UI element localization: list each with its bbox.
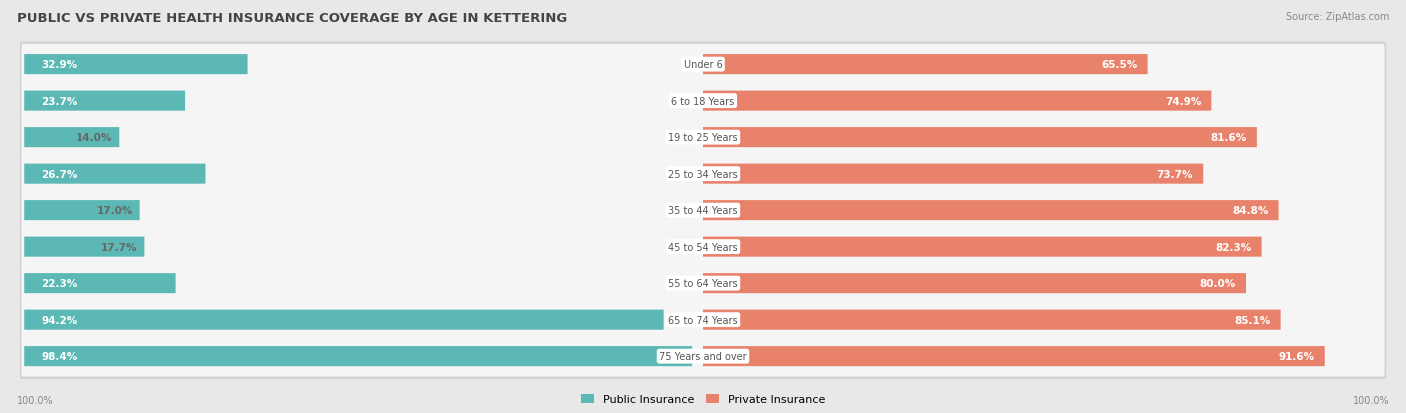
- FancyBboxPatch shape: [24, 91, 186, 112]
- FancyBboxPatch shape: [21, 190, 1385, 231]
- FancyBboxPatch shape: [21, 263, 1385, 304]
- FancyBboxPatch shape: [703, 237, 1261, 257]
- Text: 65.5%: 65.5%: [1101, 60, 1137, 70]
- FancyBboxPatch shape: [24, 237, 145, 257]
- FancyBboxPatch shape: [24, 346, 692, 366]
- FancyBboxPatch shape: [703, 346, 1324, 366]
- FancyBboxPatch shape: [24, 128, 120, 148]
- Text: 94.2%: 94.2%: [41, 315, 77, 325]
- FancyBboxPatch shape: [24, 164, 205, 184]
- Text: 25 to 34 Years: 25 to 34 Years: [668, 169, 738, 179]
- Text: 19 to 25 Years: 19 to 25 Years: [668, 133, 738, 143]
- Legend: Public Insurance, Private Insurance: Public Insurance, Private Insurance: [578, 390, 828, 408]
- Text: 35 to 44 Years: 35 to 44 Years: [668, 206, 738, 216]
- FancyBboxPatch shape: [703, 55, 1147, 75]
- FancyBboxPatch shape: [20, 297, 1386, 342]
- FancyBboxPatch shape: [703, 310, 1281, 330]
- FancyBboxPatch shape: [21, 45, 1385, 85]
- Text: Under 6: Under 6: [683, 60, 723, 70]
- Text: 26.7%: 26.7%: [41, 169, 77, 179]
- Text: 22.3%: 22.3%: [41, 278, 77, 288]
- FancyBboxPatch shape: [703, 273, 1246, 294]
- FancyBboxPatch shape: [703, 201, 1278, 221]
- FancyBboxPatch shape: [24, 201, 139, 221]
- FancyBboxPatch shape: [703, 128, 1257, 148]
- Text: 14.0%: 14.0%: [76, 133, 112, 143]
- FancyBboxPatch shape: [21, 117, 1385, 158]
- FancyBboxPatch shape: [20, 261, 1386, 306]
- Text: 85.1%: 85.1%: [1234, 315, 1271, 325]
- Text: 73.7%: 73.7%: [1157, 169, 1194, 179]
- FancyBboxPatch shape: [20, 152, 1386, 197]
- FancyBboxPatch shape: [24, 310, 664, 330]
- FancyBboxPatch shape: [20, 115, 1386, 160]
- FancyBboxPatch shape: [21, 299, 1385, 340]
- FancyBboxPatch shape: [21, 81, 1385, 122]
- FancyBboxPatch shape: [20, 225, 1386, 270]
- Text: 81.6%: 81.6%: [1211, 133, 1247, 143]
- Text: 23.7%: 23.7%: [41, 96, 77, 107]
- Text: 91.6%: 91.6%: [1278, 351, 1315, 361]
- Text: 65 to 74 Years: 65 to 74 Years: [668, 315, 738, 325]
- Text: 98.4%: 98.4%: [41, 351, 77, 361]
- Text: 82.3%: 82.3%: [1215, 242, 1251, 252]
- Text: PUBLIC VS PRIVATE HEALTH INSURANCE COVERAGE BY AGE IN KETTERING: PUBLIC VS PRIVATE HEALTH INSURANCE COVER…: [17, 12, 567, 25]
- Text: 17.7%: 17.7%: [101, 242, 138, 252]
- Text: 17.0%: 17.0%: [97, 206, 132, 216]
- FancyBboxPatch shape: [20, 188, 1386, 233]
- Text: 32.9%: 32.9%: [41, 60, 77, 70]
- FancyBboxPatch shape: [21, 336, 1385, 377]
- FancyBboxPatch shape: [20, 334, 1386, 379]
- FancyBboxPatch shape: [24, 273, 176, 294]
- Text: Source: ZipAtlas.com: Source: ZipAtlas.com: [1285, 12, 1389, 22]
- Text: 6 to 18 Years: 6 to 18 Years: [672, 96, 734, 107]
- FancyBboxPatch shape: [703, 164, 1204, 184]
- Text: 80.0%: 80.0%: [1199, 278, 1236, 288]
- FancyBboxPatch shape: [20, 43, 1386, 88]
- Text: 100.0%: 100.0%: [17, 395, 53, 405]
- FancyBboxPatch shape: [24, 55, 247, 75]
- FancyBboxPatch shape: [21, 154, 1385, 195]
- Text: 75 Years and over: 75 Years and over: [659, 351, 747, 361]
- Text: 100.0%: 100.0%: [1353, 395, 1389, 405]
- Text: 55 to 64 Years: 55 to 64 Years: [668, 278, 738, 288]
- FancyBboxPatch shape: [21, 227, 1385, 268]
- Text: 45 to 54 Years: 45 to 54 Years: [668, 242, 738, 252]
- FancyBboxPatch shape: [703, 91, 1212, 112]
- FancyBboxPatch shape: [20, 79, 1386, 124]
- Text: 74.9%: 74.9%: [1164, 96, 1201, 107]
- Text: 84.8%: 84.8%: [1232, 206, 1268, 216]
